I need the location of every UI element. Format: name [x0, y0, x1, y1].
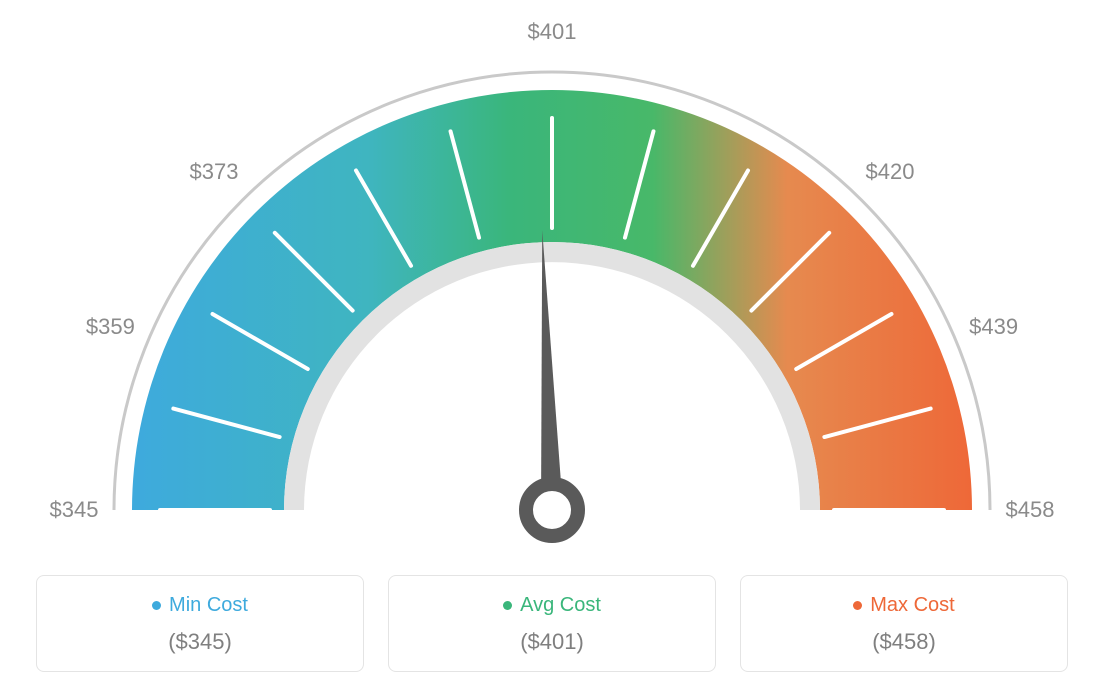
legend-card-avg: Avg Cost ($401) [388, 575, 716, 672]
legend-dot-avg [503, 601, 512, 610]
legend-value-max: ($458) [751, 629, 1057, 655]
legend-card-min: Min Cost ($345) [36, 575, 364, 672]
legend-title-max: Max Cost [751, 594, 1057, 617]
gauge-tick-label: $439 [969, 314, 1018, 340]
legend-value-min: ($345) [47, 629, 353, 655]
gauge-tick-label: $345 [50, 497, 99, 523]
legend-label-max: Max Cost [870, 594, 954, 617]
legend-label-min: Min Cost [169, 594, 248, 617]
legend-value-avg: ($401) [399, 629, 705, 655]
gauge-container: $345 $359 $373 $401 $420 $439 $458 [0, 0, 1104, 560]
gauge-tick-label: $420 [866, 159, 915, 185]
legend-card-max: Max Cost ($458) [740, 575, 1068, 672]
legend-title-min: Min Cost [47, 594, 353, 617]
gauge-tick-label: $458 [1006, 497, 1055, 523]
legend-dot-max [853, 601, 862, 610]
gauge-tick-label: $373 [190, 159, 239, 185]
legend-row: Min Cost ($345) Avg Cost ($401) Max Cost… [0, 575, 1104, 672]
legend-title-avg: Avg Cost [399, 594, 705, 617]
gauge-tick-label: $401 [528, 19, 577, 45]
gauge-tick-label: $359 [86, 314, 135, 340]
legend-label-avg: Avg Cost [520, 594, 601, 617]
gauge-chart [0, 0, 1104, 560]
legend-dot-min [152, 601, 161, 610]
